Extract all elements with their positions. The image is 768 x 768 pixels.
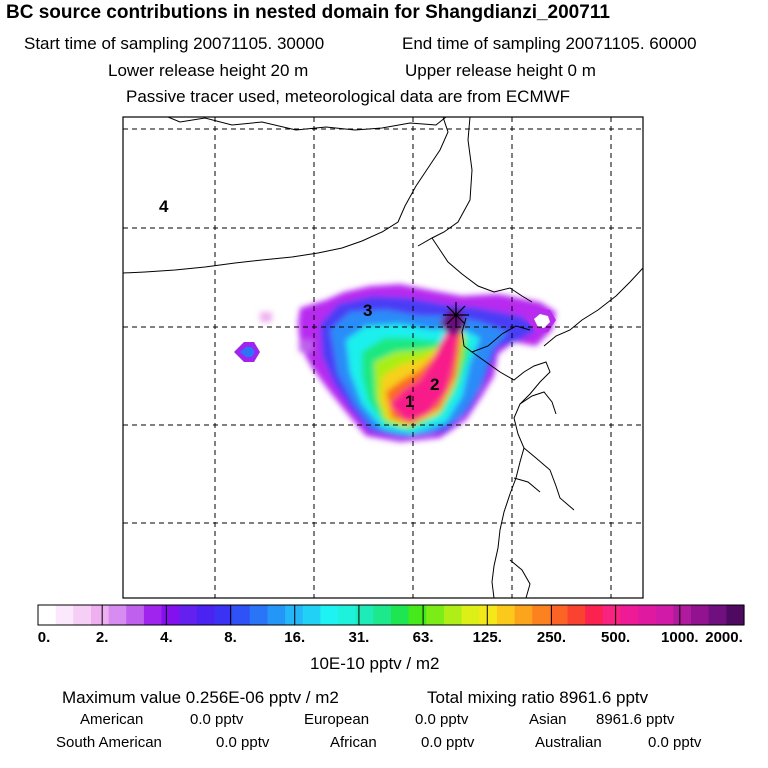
colorbar-tick-label: 63. — [412, 629, 434, 646]
colorbar-tick-label: 500. — [601, 629, 631, 646]
region-label-3: 3 — [363, 301, 372, 320]
colorbar-swatch — [673, 605, 692, 625]
colorbar-tick-label: 1000. — [661, 629, 699, 646]
asian-value: 8961.6 pptv — [596, 711, 675, 728]
south-american-label: South American — [56, 734, 162, 751]
colorbar-swatch — [549, 605, 569, 625]
receptor-marker-star-icon — [443, 302, 469, 328]
american-value: 0.0 pptv — [190, 711, 244, 728]
colorbar-swatch — [38, 605, 57, 625]
colorbar-swatch — [196, 605, 216, 625]
colorbar-swatch — [232, 605, 251, 625]
end-time-label: End time of sampling 20071105. 60000 — [402, 34, 697, 53]
colorbar-swatch — [691, 605, 710, 625]
colorbar-tick-label: 0. — [37, 629, 51, 646]
colorbar-swatch — [267, 605, 286, 625]
colorbar-swatch — [126, 605, 145, 625]
map-frame — [122, 116, 644, 599]
colorbar-swatch — [249, 605, 269, 625]
colorbar-swatch — [532, 605, 551, 625]
colorbar-swatch — [620, 605, 639, 625]
south-american-value: 0.0 pptv — [216, 734, 270, 751]
colorbar-swatch — [143, 605, 163, 625]
colorbar-tick-label: 8. — [224, 629, 237, 646]
colorbar-swatch — [726, 605, 745, 625]
colorbar-swatch — [55, 605, 74, 625]
lower-release-height-label: Lower release height 20 m — [108, 61, 309, 80]
colorbar-swatch — [567, 605, 586, 625]
australian-value: 0.0 pptv — [648, 734, 702, 751]
colorbar-swatch — [443, 605, 463, 625]
colorbar — [37, 604, 745, 626]
region-label-2: 2 — [430, 375, 439, 394]
region-label-4: 4 — [159, 197, 169, 216]
colorbar-swatch — [655, 605, 674, 625]
colorbar-swatch — [338, 605, 357, 625]
graticule-grid — [123, 117, 643, 598]
colorbar-swatch — [161, 605, 180, 625]
colorbar-tick-label: 16. — [284, 629, 306, 646]
maximum-value-label: Maximum value 0.256E-06 pptv / m2 — [62, 688, 339, 707]
colorbar-swatch — [355, 605, 374, 625]
total-mixing-ratio-label: Total mixing ratio 8961.6 pptv — [427, 688, 649, 707]
colorbar-swatch — [461, 605, 480, 625]
colorbar-swatch — [373, 605, 392, 625]
colorbar-swatch — [602, 605, 622, 625]
start-time-label: Start time of sampling 20071105. 30000 — [24, 34, 325, 53]
tracer-note: Passive tracer used, meteorological data… — [126, 87, 571, 106]
colorbar-swatch — [496, 605, 516, 625]
australian-label: Australian — [535, 734, 602, 751]
colorbar-swatch — [73, 605, 92, 625]
colorbar-swatch — [514, 605, 533, 625]
colorbar-swatch — [179, 605, 198, 625]
colorbar-swatch — [320, 605, 339, 625]
colorbar-tick-label: 125. — [472, 629, 502, 646]
colorbar-swatch — [108, 605, 127, 625]
colorbar-swatch — [426, 605, 445, 625]
african-label: African — [330, 734, 377, 751]
colorbar-swatch — [479, 605, 498, 625]
american-label: American — [80, 711, 144, 728]
colorbar-swatch — [90, 605, 110, 625]
figure-title: BC source contributions in nested domain… — [6, 2, 610, 23]
colorbar-swatch — [285, 605, 304, 625]
coastline-boundaries — [123, 117, 643, 598]
plume-layer — [234, 284, 556, 442]
colorbar-tick-label: 2. — [95, 629, 109, 646]
colorbar-tick-label: 31. — [348, 629, 370, 646]
colorbar-tick-label: 2000. — [705, 629, 743, 646]
colorbar-tick-label: 4. — [160, 629, 173, 646]
colorbar-tick-label: 250. — [536, 629, 567, 646]
colorbar-swatch — [585, 605, 604, 625]
african-value: 0.0 pptv — [421, 734, 475, 751]
colorbar-frame — [37, 604, 745, 626]
colorbar-swatch — [708, 605, 727, 625]
european-value: 0.0 pptv — [415, 711, 469, 728]
upper-release-height-label: Upper release height 0 m — [405, 61, 596, 80]
colorbar-swatch — [408, 605, 427, 625]
colorbar-swatch — [391, 605, 410, 625]
colorbar-swatch — [638, 605, 657, 625]
colorbar-units: 10E-10 pptv / m2 — [310, 654, 440, 673]
colorbar-swatch — [302, 605, 321, 625]
colorbar-swatch — [214, 605, 233, 625]
asian-label: Asian — [529, 711, 567, 728]
european-label: European — [304, 711, 370, 728]
region-label-1: 1 — [405, 392, 414, 411]
